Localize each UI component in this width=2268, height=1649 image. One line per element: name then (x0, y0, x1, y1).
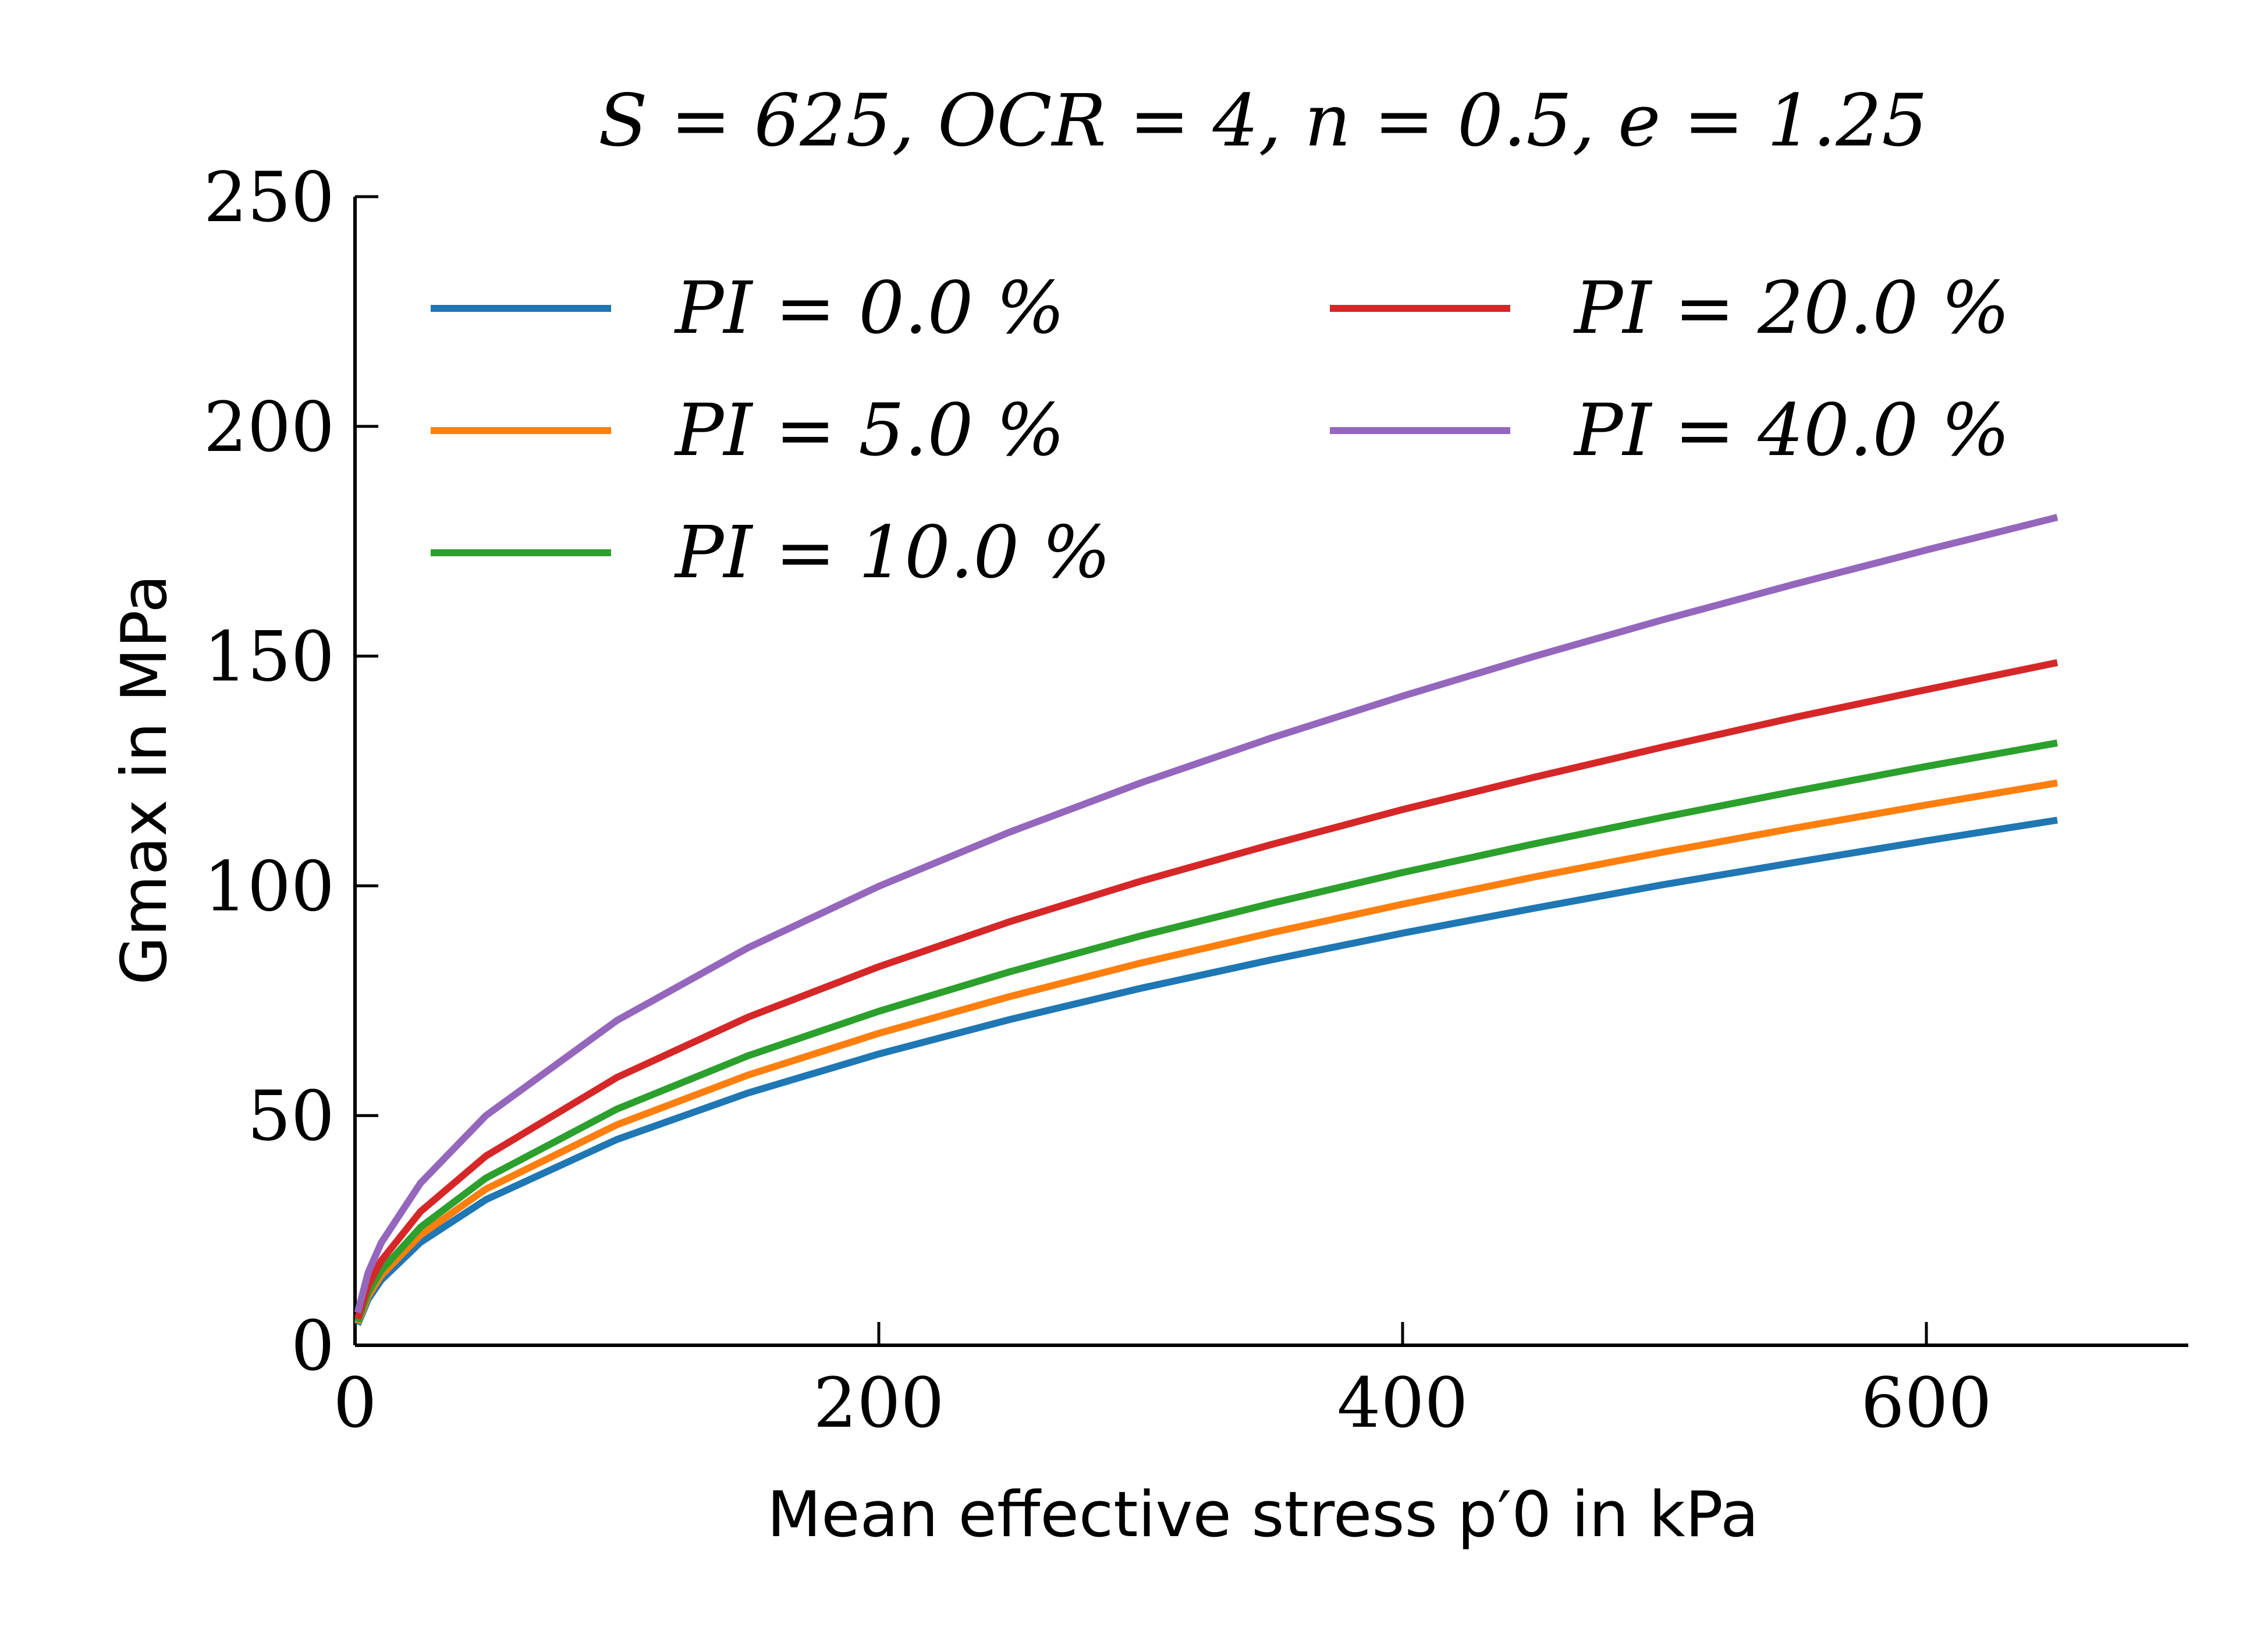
series-line-3 (354, 659, 2058, 1320)
legend: PI = 0.0 % PI = 5.0 % PI = 10.0 % PI = 20.0… (431, 266, 2010, 595)
legend-label-4: PI = 40.0 % (1573, 389, 2010, 472)
x-tick-label: 0 (333, 1363, 377, 1443)
legend-label-0: PI = 0.0 % (674, 266, 1065, 350)
x-tick-label: 200 (813, 1363, 944, 1443)
y-tick-label: 200 (204, 387, 335, 467)
series-line-0 (354, 816, 2058, 1326)
y-tick-label: 100 (204, 846, 335, 926)
series-line-4 (354, 514, 2058, 1314)
series-line-2 (354, 739, 2058, 1323)
y-tick-label: 50 (247, 1076, 335, 1156)
series-line-1 (354, 779, 2058, 1325)
legend-label-2: PI = 10.0 % (674, 511, 1110, 595)
x-tick-label: 600 (1861, 1363, 1992, 1443)
y-axis-label: Gmax in MPa (108, 574, 181, 985)
y-tick-label: 250 (204, 157, 335, 237)
chart-title: S = 625, OCR = 4, n = 0.5, e = 1.25 (598, 79, 1928, 163)
y-tick-label: 150 (204, 617, 335, 697)
x-tick-label: 400 (1337, 1363, 1468, 1443)
legend-label-3: PI = 20.0 % (1573, 266, 2010, 350)
x-axis-label: Mean effective stress p′0 in kPa (767, 1479, 1759, 1551)
legend-label-1: PI = 5.0 % (674, 389, 1065, 472)
y-tick-label: 0 (291, 1306, 335, 1386)
plot-area: 0 200 400 600 0 50 100 150 200 250 (204, 157, 2188, 1443)
